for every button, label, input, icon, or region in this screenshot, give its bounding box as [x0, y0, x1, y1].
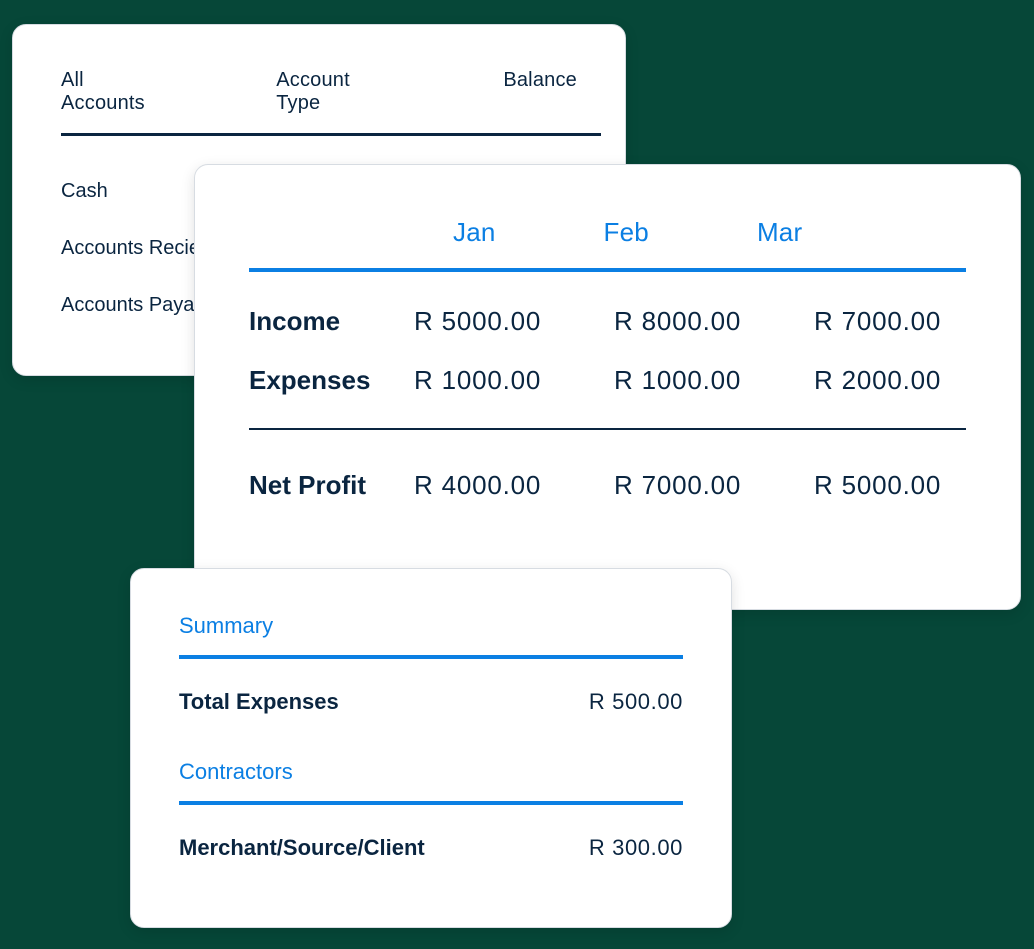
- summary-card: Summary Total Expenses R 500.00 Contract…: [130, 568, 732, 928]
- income-months-row: Jan Feb Mar: [249, 217, 966, 248]
- accounts-header-balance[interactable]: Balance: [503, 69, 577, 115]
- contractors-row: Merchant/Source/Client R 300.00: [179, 835, 683, 861]
- income-feb: R 8000.00: [614, 306, 766, 337]
- net-profit-label: Net Profit: [249, 470, 414, 501]
- month-feb[interactable]: Feb: [604, 217, 649, 248]
- expenses-mar: R 2000.00: [814, 365, 966, 396]
- total-expenses-row: Total Expenses R 500.00: [179, 689, 683, 715]
- expenses-jan: R 1000.00: [414, 365, 566, 396]
- contractors-title: Contractors: [179, 759, 683, 785]
- net-profit-row: Net Profit R 4000.00 R 7000.00 R 5000.00: [249, 470, 966, 501]
- month-mar[interactable]: Mar: [757, 217, 802, 248]
- expenses-row: Expenses R 1000.00 R 1000.00 R 2000.00: [249, 365, 966, 396]
- income-card: Jan Feb Mar Income R 5000.00 R 8000.00 R…: [194, 164, 1021, 610]
- income-label: Income: [249, 306, 414, 337]
- expenses-label: Expenses: [249, 365, 414, 396]
- income-mar: R 7000.00: [814, 306, 966, 337]
- income-row: Income R 5000.00 R 8000.00 R 7000.00: [249, 306, 966, 337]
- month-jan[interactable]: Jan: [453, 217, 496, 248]
- total-expenses-label: Total Expenses: [179, 689, 339, 715]
- contractors-divider: [179, 801, 683, 805]
- accounts-divider: [61, 133, 601, 136]
- net-feb: R 7000.00: [614, 470, 766, 501]
- accounts-header-type[interactable]: Account Type: [276, 69, 399, 115]
- net-jan: R 4000.00: [414, 470, 566, 501]
- summary-title: Summary: [179, 613, 683, 639]
- total-expenses-value: R 500.00: [589, 689, 683, 715]
- income-grid: Income R 5000.00 R 8000.00 R 7000.00 Exp…: [249, 306, 966, 396]
- income-header-divider: [249, 268, 966, 272]
- expenses-feb: R 1000.00: [614, 365, 766, 396]
- contractors-value: R 300.00: [589, 835, 683, 861]
- income-jan: R 5000.00: [414, 306, 566, 337]
- accounts-header-row: All Accounts Account Type Balance: [61, 69, 577, 115]
- summary-divider: [179, 655, 683, 659]
- net-mar: R 5000.00: [814, 470, 966, 501]
- income-subtotal-divider: [249, 428, 966, 430]
- accounts-header-all[interactable]: All Accounts: [61, 69, 172, 115]
- contractors-label: Merchant/Source/Client: [179, 835, 425, 861]
